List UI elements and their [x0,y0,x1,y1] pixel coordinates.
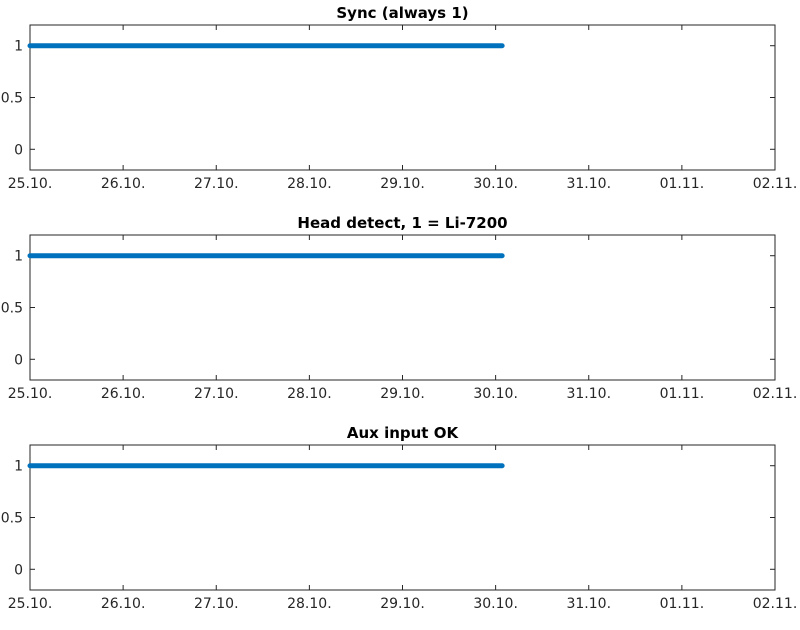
x-tick-label: 25.10. [8,176,53,192]
y-tick-label: 1 [14,39,23,55]
y-tick-label: 0.5 [1,511,23,527]
subplot-sync: Sync (always 1) 25.10. 26.10. 27.10. 28.10.… [0,0,800,210]
x-tick-label: 26.10. [101,386,146,402]
subplot-head-detect: Head detect, 1 = Li-7200 25.10. 26.10. 27.… [0,210,800,420]
x-tick-label: 31.10. [566,596,611,612]
y-tick-label: 0 [14,352,23,368]
x-tick-label: 29.10. [380,596,425,612]
x-tick-label: 01.11. [660,386,705,402]
subplot-title: Sync (always 1) [336,4,469,22]
x-tick-label: 26.10. [101,596,146,612]
x-tick-label: 25.10. [8,386,53,402]
x-tick-label: 02.11. [753,386,798,402]
y-tick-label: 1 [14,249,23,265]
x-tick-label: 30.10. [473,176,518,192]
x-tick-label: 27.10. [194,596,239,612]
x-tick-label: 28.10. [287,596,332,612]
x-tick-label: 28.10. [287,386,332,402]
x-tick-label: 30.10. [473,386,518,402]
x-tick-label: 01.11. [660,596,705,612]
x-tick-label: 29.10. [380,386,425,402]
x-tick-label: 26.10. [101,176,146,192]
x-tick-label: 28.10. [287,176,332,192]
x-tick-label: 02.11. [753,596,798,612]
x-tick-label: 31.10. [566,176,611,192]
x-tick-label: 30.10. [473,596,518,612]
x-tick-label: 29.10. [380,176,425,192]
x-tick-label: 02.11. [753,176,798,192]
subplot-title: Aux input OK [346,424,459,442]
x-tick-label: 31.10. [566,386,611,402]
plot-area: 25.10. 26.10. 27.10. 28.10. 29.10. 30.10. 31.1… [1,24,798,192]
x-tick-label: 27.10. [194,386,239,402]
y-tick-label: 0 [14,142,23,158]
y-tick-label: 0 [14,562,23,578]
x-tick-label: 27.10. [194,176,239,192]
plot-area: 25.10. 26.10. 27.10. 28.10. 29.10. 30.10. 31.1… [1,444,798,612]
x-tick-label: 01.11. [660,176,705,192]
y-tick-label: 0.5 [1,301,23,317]
subplot-title: Head detect, 1 = Li-7200 [297,214,508,232]
y-tick-label: 0.5 [1,91,23,107]
plot-area: 25.10. 26.10. 27.10. 28.10. 29.10. 30.10. 31.1… [1,234,798,402]
x-tick-label: 25.10. [8,596,53,612]
y-tick-label: 1 [14,459,23,475]
subplot-aux-input: Aux input OK 25.10. 26.10. 27.10. 28.10. 29.… [0,420,800,630]
